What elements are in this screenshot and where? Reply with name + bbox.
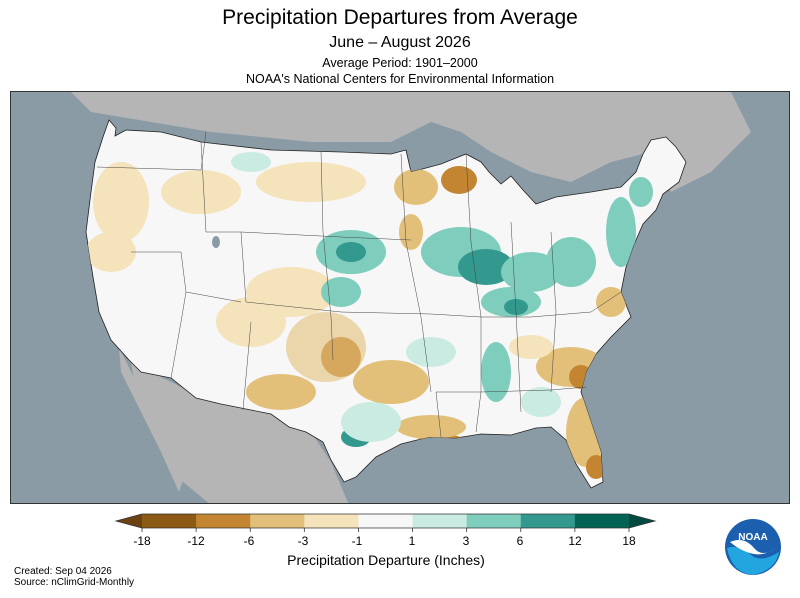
state-boundaries — [96, 131, 622, 438]
color-legend: -18 -12 -6 -3 -1 1 3 6 12 18 Precipitati… — [112, 512, 660, 582]
anomaly-field — [86, 152, 653, 479]
noaa-logo-icon: NOAA — [724, 518, 782, 581]
map-subtitle: June – August 2026 — [329, 34, 471, 51]
legend-swatch — [466, 514, 522, 528]
us-map — [71, 92, 751, 503]
legend-swatch — [142, 514, 197, 528]
legend-tick: 3 — [462, 534, 470, 548]
legend-tick: 18 — [622, 534, 636, 548]
legend-tick: -6 — [243, 534, 255, 548]
map-panel — [10, 91, 790, 504]
legend-swatch — [304, 514, 359, 528]
mexico-land — [131, 362, 349, 503]
legend-tick: -1 — [351, 534, 363, 548]
legend-tick: 1 — [408, 534, 416, 548]
legend-tick: -3 — [297, 534, 309, 548]
logo-text: NOAA — [738, 532, 767, 543]
average-period: Average Period: 1901–2000 — [322, 56, 478, 70]
legend-swatch — [520, 514, 576, 528]
legend-tick: 6 — [516, 534, 524, 548]
great-salt-lake — [212, 236, 220, 248]
legend-arrow-left — [116, 514, 142, 528]
color-bar — [114, 513, 657, 532]
legend-swatch — [250, 514, 305, 528]
legend-tick: -12 — [187, 534, 205, 548]
map-title: Precipitation Departures from Average — [222, 6, 578, 29]
data-source: Source: nClimGrid-Monthly — [14, 577, 135, 588]
legend-tick: -18 — [133, 534, 151, 548]
canada-land — [71, 92, 751, 192]
legend-swatch — [574, 514, 630, 528]
footer: Created: Sep 04 2026 Source: nClimGrid-M… — [14, 566, 134, 588]
baja-land — [119, 347, 186, 492]
legend-swatch — [196, 514, 251, 528]
legend-arrow-right — [629, 514, 655, 528]
legend-tick: 12 — [568, 534, 582, 548]
legend-title: Precipitation Departure (Inches) — [287, 552, 485, 568]
legend-swatch — [358, 514, 414, 528]
created-date: Created: Sep 04 2026 — [14, 566, 112, 577]
legend-swatch — [412, 514, 468, 528]
organization: NOAA's National Centers for Environmenta… — [245, 72, 555, 86]
